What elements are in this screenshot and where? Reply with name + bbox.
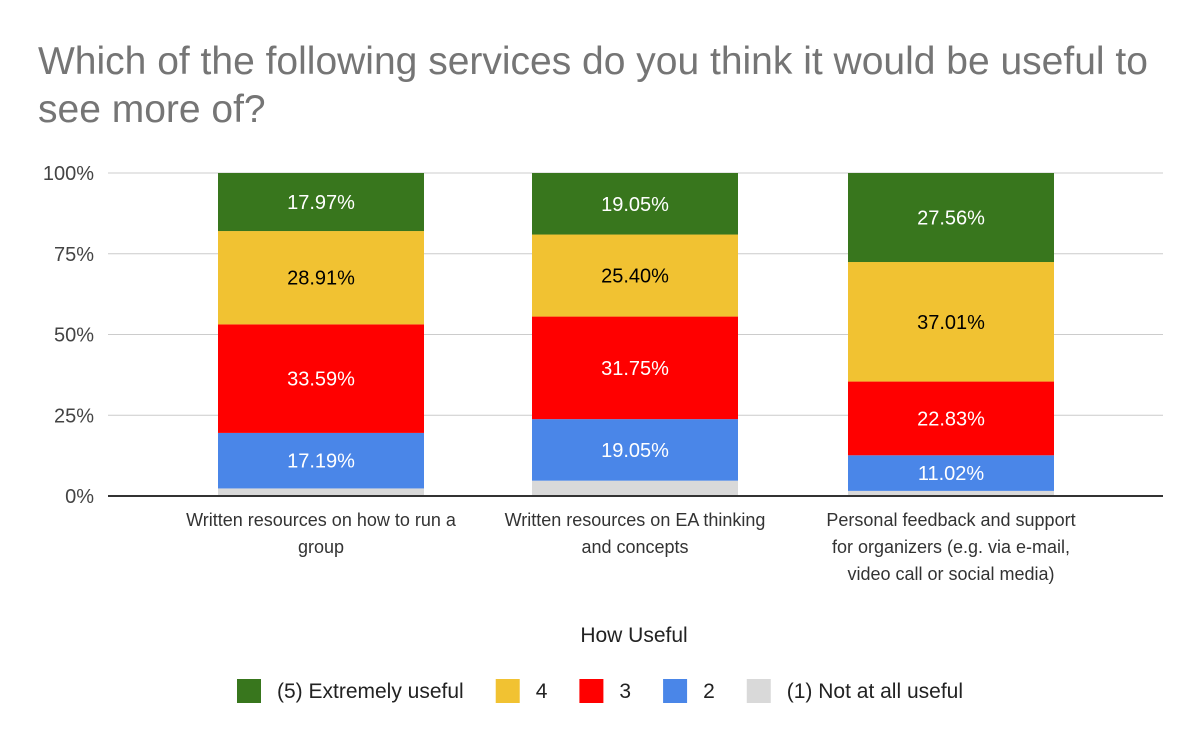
legend-item: 2 [663,679,715,703]
bar-segment [218,324,424,433]
data-label: 19.05% [601,440,669,462]
data-label: 28.91% [287,268,355,290]
legend-label: 3 [619,680,631,703]
y-tick-label: 0% [65,486,94,508]
axes: 0% 25% 50% 75% 100% Written resources on how … [43,163,1163,584]
bar-segment [848,455,1054,491]
data-label: 27.56% [917,208,985,230]
legend-swatch [663,679,688,703]
legend-swatch [236,679,261,703]
y-tick-label: 100% [43,163,94,185]
category-label: for organizers (e.g. via e-mail, [832,537,1070,557]
legend: How Useful (5) Extremely useful 4 3 2 (1) Not… [236,624,963,703]
bar-segment [532,173,738,235]
chart-title: Which of the following services do you t… [38,40,1148,131]
legend-item: 3 [579,679,631,703]
legend-label: 4 [536,680,548,703]
category-label: Written resources on how to run a [186,510,457,530]
bar-segment [532,480,738,496]
bar-segment [218,173,424,232]
category-label: group [298,537,344,557]
data-label: 33.59% [287,369,355,391]
bar-segment [218,432,424,489]
bar-segment [218,488,424,496]
data-label: 17.19% [287,451,355,473]
data-label: 37.01% [917,312,985,334]
legend-title: How Useful [580,624,687,647]
legend-swatch [579,679,604,703]
legend-label: (5) Extremely useful [277,680,464,703]
y-tick-label: 25% [54,405,94,427]
data-label: 19.05% [601,194,669,216]
legend-label: 2 [703,680,715,703]
data-label: 11.02% [918,463,985,485]
category-label: video call or social media) [847,564,1054,584]
bar-segment [848,490,1054,496]
y-tick-label: 75% [54,244,94,266]
legend-swatch [746,679,771,703]
data-label: 22.83% [917,408,985,430]
category-label: Personal feedback and support [826,510,1075,530]
category-label: and concepts [581,537,688,557]
bar-segment [848,381,1054,456]
bars: 17.19% 33.59% 28.91% 17.97% 19.05% 31.75% 25.4… [218,173,1054,496]
legend-swatch [495,679,520,703]
data-label: 17.97% [287,192,355,214]
data-label: 31.75% [601,358,669,380]
legend-item: (1) Not at all useful [746,679,963,703]
bar-segment [532,234,738,317]
data-label: 25.40% [601,266,669,288]
bar-segment [848,173,1054,263]
legend-label: (1) Not at all useful [787,680,963,703]
y-tick-label: 50% [54,325,94,347]
bar-segment [532,419,738,481]
bar-segment [848,262,1054,382]
legend-item: 4 [495,679,548,703]
category-label: Written resources on EA thinking [505,510,766,530]
bar-segment [532,316,738,420]
bar-segment [218,231,424,325]
legend-item: (5) Extremely useful [236,679,464,703]
